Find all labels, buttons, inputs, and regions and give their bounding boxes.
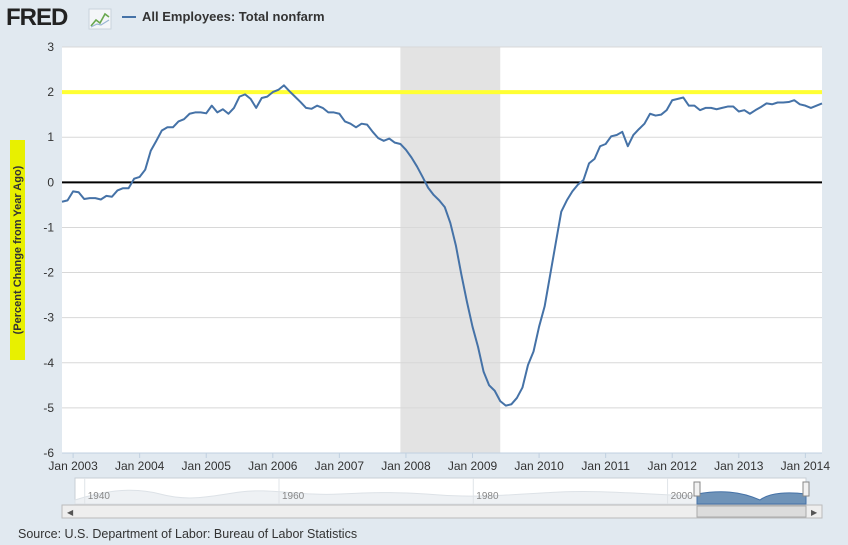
scroll-right[interactable]: ▶	[811, 508, 818, 517]
x-tick-label: Jan 2004	[115, 459, 165, 473]
series-line	[61, 84, 823, 407]
scrollbar-thumb[interactable]	[696, 505, 807, 518]
x-tick-label: Jan 2013	[714, 459, 764, 473]
x-tick-label: Jan 2011	[581, 459, 630, 473]
x-tick-label: Jan 2007	[315, 459, 365, 473]
y-tick-label: 0	[47, 175, 54, 189]
ylabel-highlight	[10, 140, 25, 360]
navigator-handle-right[interactable]	[802, 481, 810, 497]
navigator-label: 1980	[476, 491, 499, 502]
x-tick-label: Jan 2003	[48, 459, 98, 473]
navigator-label: 1940	[88, 491, 111, 502]
navigator-label: 2000	[671, 491, 694, 502]
x-tick-label: Jan 2006	[248, 459, 298, 473]
x-tick-label: Jan 2012	[648, 459, 698, 473]
recession-band	[400, 47, 501, 453]
x-tick-label: Jan 2010	[514, 459, 564, 473]
x-tick-label: Jan 2014	[781, 459, 831, 473]
legend-label: All Employees: Total nonfarm	[142, 9, 325, 24]
scrollbar[interactable]	[61, 504, 823, 519]
y-tick-label: -2	[43, 266, 54, 280]
y-tick-label: -1	[43, 220, 54, 234]
navigator-handle-left[interactable]	[693, 481, 701, 497]
navigator-area	[74, 489, 698, 505]
logo-icon	[88, 8, 112, 30]
x-tick-label: Jan 2008	[381, 459, 431, 473]
y-tick-label: 2	[47, 85, 54, 99]
source: Source: U.S. Department of Labor: Bureau…	[18, 527, 357, 541]
x-tick-label: Jan 2009	[448, 459, 498, 473]
navigator-label: 1960	[282, 491, 305, 502]
logo: FRED	[6, 4, 68, 31]
y-tick-label: -5	[43, 401, 54, 415]
y-tick-label: -6	[43, 446, 54, 460]
y-tick-label: -4	[43, 356, 54, 370]
scroll-left[interactable]: ◀	[67, 508, 74, 517]
y-tick-label: 1	[47, 130, 54, 144]
y-tick-label: -3	[43, 311, 54, 325]
y-axis-label: (Percent Change from Year Ago)	[12, 165, 24, 334]
y-tick-label: 3	[47, 40, 54, 54]
x-tick-label: Jan 2005	[182, 459, 232, 473]
